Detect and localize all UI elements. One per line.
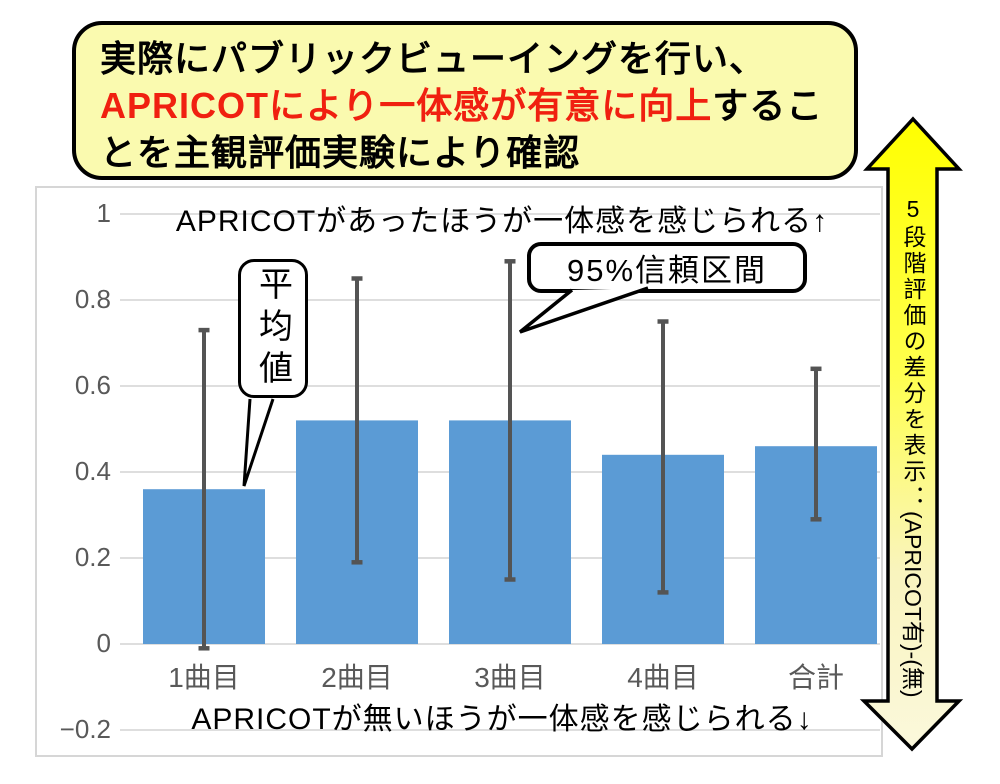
y-tick-label: 0.2 bbox=[74, 542, 111, 572]
y-tick-label: 0.6 bbox=[74, 370, 111, 400]
category-label: 2曲目 bbox=[321, 662, 393, 693]
category-label: 1曲目 bbox=[168, 662, 240, 693]
category-label: 4曲目 bbox=[627, 662, 699, 693]
summary-line-3: とを主観評価実験により確認 bbox=[100, 132, 581, 173]
scale-arrow-label-formula: (APRICOT有)-(無) bbox=[900, 511, 926, 698]
scale-arrow-label-main: 5段階評価の差分を表示： bbox=[900, 196, 926, 511]
y-tick-label: 1 bbox=[96, 198, 111, 228]
confidence-interval-callout: 95%信頼区間 bbox=[527, 242, 807, 293]
y-tick-label: 0.8 bbox=[74, 284, 111, 314]
chart-plot-area bbox=[120, 213, 880, 731]
summary-callout: 実際にパブリックビューイングを行い、 APRICOTにより一体感が有意に向上する… bbox=[72, 21, 858, 180]
scale-arrow-label: 5段階評価の差分を表示：(APRICOT有)-(無) bbox=[886, 196, 939, 736]
mean-value-callout: 平均値 bbox=[238, 259, 308, 398]
y-tick-label: 0 bbox=[96, 628, 111, 658]
category-label: 3曲目 bbox=[474, 662, 546, 693]
chart-bottom-annotation: APRICOTが無いほうが一体感を感じられる↓ bbox=[191, 703, 813, 736]
summary-line-2: APRICOTにより一体感が有意に向上するこ bbox=[100, 85, 824, 126]
summary-line-1: 実際にパブリックビューイングを行い、 bbox=[100, 38, 767, 79]
chart-top-annotation: APRICOTがあったほうが一体感を感じられる↑ bbox=[175, 205, 829, 238]
category-label: 合計 bbox=[787, 662, 844, 693]
y-tick-label: −0.2 bbox=[59, 714, 111, 744]
y-tick-label: 0.4 bbox=[74, 456, 111, 486]
highlighted-finding-text: APRICOTにより一体感が有意に向上 bbox=[100, 85, 713, 126]
